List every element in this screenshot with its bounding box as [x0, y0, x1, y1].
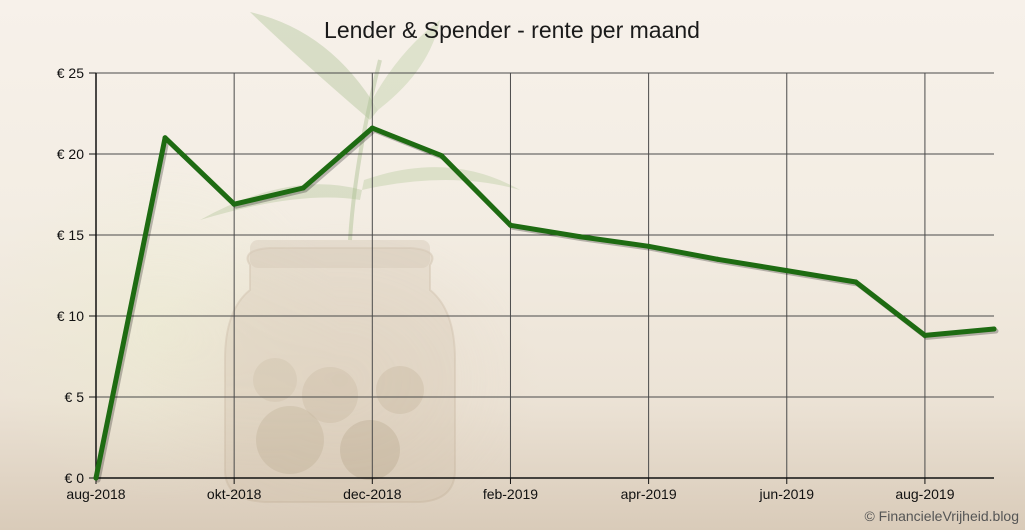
- y-tick-label: € 5: [65, 389, 85, 405]
- data-point: [784, 268, 790, 274]
- data-point: [369, 125, 375, 131]
- data-point: [715, 256, 721, 262]
- y-tick-label: € 15: [57, 227, 84, 243]
- y-tick-label: € 20: [57, 146, 84, 162]
- data-point: [646, 243, 652, 249]
- y-axis-tick-labels: € 0 € 5 € 10 € 15 € 20 € 25: [57, 65, 84, 486]
- chart-title: Lender & Spender - rente per maand: [324, 17, 700, 43]
- data-point: [922, 332, 928, 338]
- data-point: [93, 475, 99, 481]
- copyright-text: © FinancieleVrijheid.blog: [864, 508, 1019, 524]
- x-tick-label: dec-2018: [343, 486, 402, 502]
- data-point: [577, 234, 583, 240]
- data-point: [162, 135, 168, 141]
- series: [93, 125, 999, 483]
- x-tick-label: apr-2019: [621, 486, 677, 502]
- x-tick-label: aug-2018: [66, 486, 125, 502]
- axes: [89, 72, 994, 484]
- x-tick-label: jun-2019: [759, 486, 815, 502]
- data-point: [231, 201, 237, 207]
- data-point: [507, 222, 513, 228]
- y-tick-label: € 10: [57, 308, 84, 324]
- background-coin-jar-plant: [0, 12, 540, 530]
- series-line: [93, 125, 997, 481]
- y-tick-label: € 25: [57, 65, 84, 81]
- x-tick-label: aug-2019: [895, 486, 954, 502]
- data-point: [991, 326, 997, 332]
- y-tick-label: € 0: [65, 470, 85, 486]
- x-tick-label: feb-2019: [483, 486, 538, 502]
- x-axis-tick-labels: aug-2018 okt-2018 dec-2018 feb-2019 apr-2019…: [66, 486, 954, 502]
- data-point: [853, 279, 859, 285]
- data-point: [300, 185, 306, 191]
- x-tick-label: okt-2018: [207, 486, 262, 502]
- data-point: [438, 153, 444, 159]
